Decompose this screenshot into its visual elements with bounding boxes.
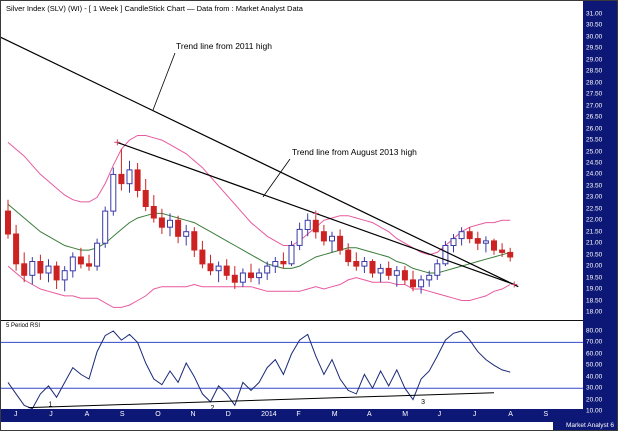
rsi-panel-label: 5 Period RSI: [5, 323, 42, 329]
price-chart-svg[interactable]: [1, 9, 585, 321]
price-tick-label: 27.50: [586, 90, 603, 98]
month-label: N: [190, 411, 196, 418]
rsi-tick-label: 60.00: [586, 350, 603, 358]
price-tick-label: 21.50: [586, 228, 603, 236]
rsi-tick-label: 50.00: [586, 361, 603, 369]
price-tick-label: 26.50: [586, 113, 603, 121]
month-label: D: [225, 411, 231, 418]
bollinger-middle-line: [7, 203, 511, 274]
month-label: A: [367, 411, 372, 418]
month-label: A: [84, 411, 90, 418]
month-label: M: [331, 411, 338, 418]
rsi-tick-label: 20.00: [586, 396, 603, 404]
rsi-tick-label: 10.00: [586, 407, 603, 415]
chart-title: Silver Index (SLV) (WI) - [ 1 Week ] Can…: [6, 4, 303, 13]
rsi-tick-label: 30.00: [586, 384, 603, 392]
price-tick-label: 25.50: [586, 136, 603, 144]
price-axis: 31.00 30.50 30.00 29.50 29.00 28.50 28.00 27.50…: [583, 1, 617, 430]
price-tick-label: 28.50: [586, 67, 603, 75]
trendline-2011-high[interactable]: [1, 36, 519, 288]
month-label: J: [49, 411, 53, 418]
price-tick-label: 27.00: [586, 102, 603, 110]
price-tick-label: 26.00: [586, 125, 603, 133]
price-tick-label: 19.50: [586, 274, 603, 282]
rsi-line: [7, 330, 511, 410]
month-label: F: [296, 411, 301, 418]
month-label: S: [119, 411, 125, 418]
price-tick-label: 23.50: [586, 182, 603, 190]
month-label: O: [155, 411, 161, 418]
rsi-tick-label: 70.00: [586, 338, 603, 346]
month-label: J: [14, 411, 18, 418]
price-tick-label: 19.00: [586, 285, 603, 293]
divergence-point-label[interactable]: 1: [49, 401, 53, 408]
annotation-trendline-2011[interactable]: Trend line from 2011 high: [176, 41, 272, 51]
month-label: 2014: [261, 411, 277, 418]
divergence-point-label[interactable]: 2: [211, 405, 215, 411]
month-label: J: [437, 411, 442, 418]
price-tick-label: 29.50: [586, 44, 603, 52]
price-tick-label: 30.50: [586, 21, 603, 29]
bollinger-upper-line: [7, 135, 511, 256]
price-tick-label: 22.50: [586, 205, 603, 213]
trendline-handle[interactable]: [312, 210, 319, 217]
price-tick-label: 21.00: [586, 239, 603, 247]
price-tick-label: 20.50: [586, 251, 603, 259]
bollinger-lower-line: [7, 265, 511, 308]
brand-label: Market Analyst 6: [553, 420, 617, 430]
divergence-point-label[interactable]: 3: [421, 399, 425, 406]
price-tick-label: 24.00: [586, 170, 603, 178]
annotation-trendline-2013[interactable]: Trend line from August 2013 high: [292, 147, 417, 157]
panel-separator: [1, 320, 585, 321]
month-label: A: [508, 411, 513, 418]
price-tick-label: 18.00: [586, 308, 603, 316]
price-tick-label: 31.00: [586, 10, 603, 18]
annotation-leader-line: [262, 158, 291, 198]
price-tick-label: 25.00: [586, 148, 603, 156]
price-tick-label: 28.00: [586, 79, 603, 87]
trendline-handle[interactable]: [511, 281, 518, 288]
annotation-leader-line: [152, 52, 176, 111]
rsi-divergence-trendline[interactable]: [28, 392, 495, 409]
price-tick-label: 30.00: [586, 33, 603, 41]
candles-group: [5, 149, 514, 294]
price-tick-label: 29.00: [586, 56, 603, 64]
price-tick-label: 20.00: [586, 262, 603, 270]
price-tick-label: 22.00: [586, 216, 603, 224]
rsi-tick-label: 80.00: [586, 327, 603, 335]
month-label: M: [402, 411, 409, 418]
month-label: S: [543, 411, 549, 418]
trendline-handle[interactable]: [114, 139, 121, 146]
month-label: J: [472, 411, 477, 418]
month-axis: J J A S O N D 2014 F M A M J J A S: [1, 409, 585, 422]
rsi-chart-svg[interactable]: 1 2 3: [1, 323, 585, 411]
price-tick-label: 23.00: [586, 193, 603, 201]
price-tick-label: 24.50: [586, 159, 603, 167]
price-tick-label: 18.50: [586, 297, 603, 304]
rsi-tick-label: 40.00: [586, 373, 603, 381]
